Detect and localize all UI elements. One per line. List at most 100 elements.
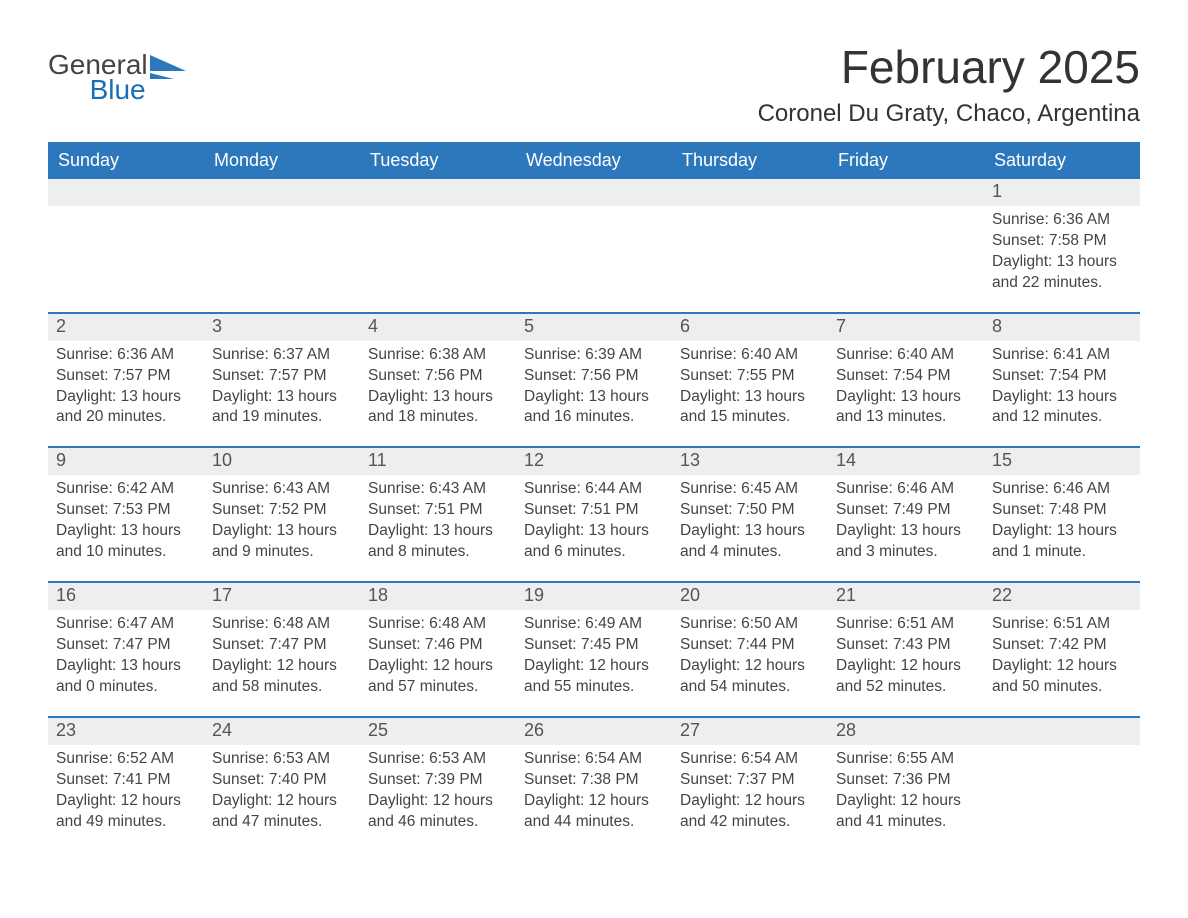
day-number: 19 [516,581,672,610]
sunset-text: Sunset: 7:57 PM [212,366,352,387]
day-cell: 28Sunrise: 6:55 AMSunset: 7:36 PMDayligh… [828,716,984,851]
sunset-text: Sunset: 7:54 PM [992,366,1132,387]
day-body: Sunrise: 6:46 AMSunset: 7:48 PMDaylight:… [984,475,1140,581]
sunrise-text: Sunrise: 6:48 AM [368,614,508,635]
day-number: 23 [48,716,204,745]
day-number: 5 [516,312,672,341]
day-cell: 20Sunrise: 6:50 AMSunset: 7:44 PMDayligh… [672,581,828,716]
day-number [828,179,984,206]
day-body: Sunrise: 6:43 AMSunset: 7:52 PMDaylight:… [204,475,360,581]
sunrise-text: Sunrise: 6:50 AM [680,614,820,635]
daylight-text: Daylight: 12 hours and 49 minutes. [56,791,196,833]
day-cell: 23Sunrise: 6:52 AMSunset: 7:41 PMDayligh… [48,716,204,851]
dow-wednesday: Wednesday [516,142,672,179]
daylight-text: Daylight: 13 hours and 13 minutes. [836,387,976,429]
sunset-text: Sunset: 7:36 PM [836,770,976,791]
day-body: Sunrise: 6:52 AMSunset: 7:41 PMDaylight:… [48,745,204,851]
header: General Blue February 2025 Coronel Du Gr… [48,40,1140,142]
day-body: Sunrise: 6:51 AMSunset: 7:43 PMDaylight:… [828,610,984,716]
day-cell: 2Sunrise: 6:36 AMSunset: 7:57 PMDaylight… [48,312,204,447]
day-body [672,206,828,306]
day-cell: 8Sunrise: 6:41 AMSunset: 7:54 PMDaylight… [984,312,1140,447]
day-number: 24 [204,716,360,745]
day-number: 14 [828,446,984,475]
day-cell [828,179,984,312]
day-number [360,179,516,206]
day-number: 11 [360,446,516,475]
sunrise-text: Sunrise: 6:36 AM [56,345,196,366]
daylight-text: Daylight: 12 hours and 58 minutes. [212,656,352,698]
daylight-text: Daylight: 13 hours and 19 minutes. [212,387,352,429]
sunset-text: Sunset: 7:43 PM [836,635,976,656]
day-cell: 10Sunrise: 6:43 AMSunset: 7:52 PMDayligh… [204,446,360,581]
daylight-text: Daylight: 13 hours and 8 minutes. [368,521,508,563]
daylight-text: Daylight: 13 hours and 1 minute. [992,521,1132,563]
day-number: 6 [672,312,828,341]
sunset-text: Sunset: 7:48 PM [992,500,1132,521]
sunset-text: Sunset: 7:52 PM [212,500,352,521]
day-cell: 15Sunrise: 6:46 AMSunset: 7:48 PMDayligh… [984,446,1140,581]
day-cell: 17Sunrise: 6:48 AMSunset: 7:47 PMDayligh… [204,581,360,716]
daylight-text: Daylight: 13 hours and 6 minutes. [524,521,664,563]
day-cell: 26Sunrise: 6:54 AMSunset: 7:38 PMDayligh… [516,716,672,851]
location: Coronel Du Graty, Chaco, Argentina [758,100,1140,128]
day-body [204,206,360,306]
daylight-text: Daylight: 12 hours and 52 minutes. [836,656,976,698]
day-cell [360,179,516,312]
dow-sunday: Sunday [48,142,204,179]
dow-row: Sunday Monday Tuesday Wednesday Thursday… [48,142,1140,179]
day-body [984,745,1140,845]
day-number [204,179,360,206]
sunset-text: Sunset: 7:45 PM [524,635,664,656]
day-body [360,206,516,306]
sunset-text: Sunset: 7:41 PM [56,770,196,791]
sunrise-text: Sunrise: 6:43 AM [368,479,508,500]
day-cell: 4Sunrise: 6:38 AMSunset: 7:56 PMDaylight… [360,312,516,447]
day-body: Sunrise: 6:37 AMSunset: 7:57 PMDaylight:… [204,341,360,447]
daylight-text: Daylight: 13 hours and 18 minutes. [368,387,508,429]
sunset-text: Sunset: 7:56 PM [524,366,664,387]
day-body: Sunrise: 6:49 AMSunset: 7:45 PMDaylight:… [516,610,672,716]
day-cell: 13Sunrise: 6:45 AMSunset: 7:50 PMDayligh… [672,446,828,581]
day-number: 3 [204,312,360,341]
sunset-text: Sunset: 7:58 PM [992,231,1132,252]
sunrise-text: Sunrise: 6:40 AM [836,345,976,366]
sunset-text: Sunset: 7:47 PM [212,635,352,656]
day-number: 20 [672,581,828,610]
brand-triangle-icon [150,55,186,79]
day-number: 4 [360,312,516,341]
daylight-text: Daylight: 12 hours and 42 minutes. [680,791,820,833]
week-row: 1Sunrise: 6:36 AMSunset: 7:58 PMDaylight… [48,179,1140,312]
dow-saturday: Saturday [984,142,1140,179]
sunrise-text: Sunrise: 6:51 AM [836,614,976,635]
week-row: 16Sunrise: 6:47 AMSunset: 7:47 PMDayligh… [48,581,1140,716]
day-cell: 9Sunrise: 6:42 AMSunset: 7:53 PMDaylight… [48,446,204,581]
day-number: 26 [516,716,672,745]
daylight-text: Daylight: 13 hours and 10 minutes. [56,521,196,563]
day-number: 22 [984,581,1140,610]
sunset-text: Sunset: 7:53 PM [56,500,196,521]
day-number: 12 [516,446,672,475]
day-cell: 16Sunrise: 6:47 AMSunset: 7:47 PMDayligh… [48,581,204,716]
brand-blue: Blue [48,77,148,102]
sunrise-text: Sunrise: 6:55 AM [836,749,976,770]
day-cell [984,716,1140,851]
sunrise-text: Sunrise: 6:46 AM [992,479,1132,500]
day-body: Sunrise: 6:50 AMSunset: 7:44 PMDaylight:… [672,610,828,716]
day-number [48,179,204,206]
day-cell: 22Sunrise: 6:51 AMSunset: 7:42 PMDayligh… [984,581,1140,716]
day-cell: 24Sunrise: 6:53 AMSunset: 7:40 PMDayligh… [204,716,360,851]
sunrise-text: Sunrise: 6:45 AM [680,479,820,500]
day-body: Sunrise: 6:53 AMSunset: 7:39 PMDaylight:… [360,745,516,851]
day-number: 9 [48,446,204,475]
day-body: Sunrise: 6:38 AMSunset: 7:56 PMDaylight:… [360,341,516,447]
sunrise-text: Sunrise: 6:39 AM [524,345,664,366]
daylight-text: Daylight: 12 hours and 47 minutes. [212,791,352,833]
day-number: 17 [204,581,360,610]
day-body: Sunrise: 6:55 AMSunset: 7:36 PMDaylight:… [828,745,984,851]
day-number: 15 [984,446,1140,475]
sunrise-text: Sunrise: 6:54 AM [524,749,664,770]
day-body [828,206,984,306]
day-body: Sunrise: 6:54 AMSunset: 7:37 PMDaylight:… [672,745,828,851]
calendar-table: Sunday Monday Tuesday Wednesday Thursday… [48,142,1140,850]
